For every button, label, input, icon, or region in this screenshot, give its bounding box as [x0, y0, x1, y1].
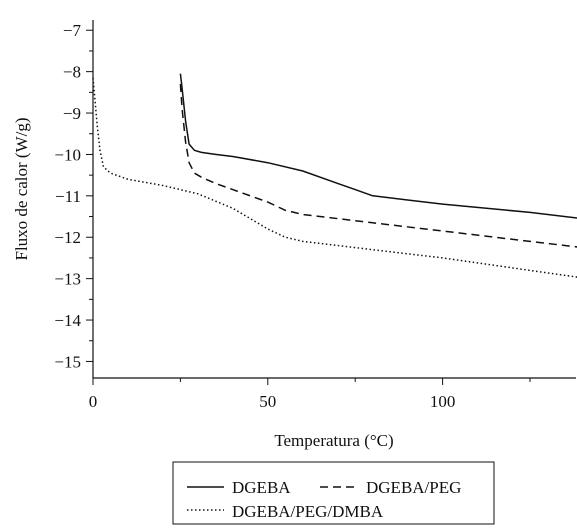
y-tick-label: −10	[54, 145, 81, 164]
legend-label-dgeba-peg-dmba: DGEBA/PEG/DMBA	[232, 502, 384, 521]
y-tick-label: −13	[54, 270, 81, 289]
series-line-dgeba-peg-dmba	[92, 77, 577, 278]
y-tick-label: −15	[54, 352, 81, 371]
x-tick-label: 50	[259, 392, 276, 411]
axes: 050100150200250−7−8−9−10−11−12−13−14−15	[54, 20, 576, 411]
y-tick-label: −9	[63, 104, 81, 123]
legend: DGEBA DGEBA/PEG DGEBA/PEG/DMBA	[172, 461, 495, 525]
y-axis-title: Fluxo de calor (W/g)	[12, 117, 31, 260]
legend-box	[172, 461, 495, 525]
series-line-dgeba-peg	[179, 84, 577, 248]
legend-label-dgeba: DGEBA	[232, 478, 291, 497]
series-layer	[92, 73, 577, 278]
y-tick-label: −14	[54, 311, 81, 330]
y-tick-label: −7	[63, 21, 82, 40]
y-tick-label: −11	[55, 187, 81, 206]
x-tick-label: 100	[430, 392, 456, 411]
y-tick-label: −8	[63, 63, 81, 82]
y-tick-label: −12	[54, 228, 81, 247]
legend-label-dgeba-peg: DGEBA/PEG	[366, 478, 461, 497]
x-axis-title: Temperatura (°C)	[274, 431, 393, 450]
x-tick-label: 0	[89, 392, 98, 411]
series-line-dgeba	[179, 73, 577, 219]
